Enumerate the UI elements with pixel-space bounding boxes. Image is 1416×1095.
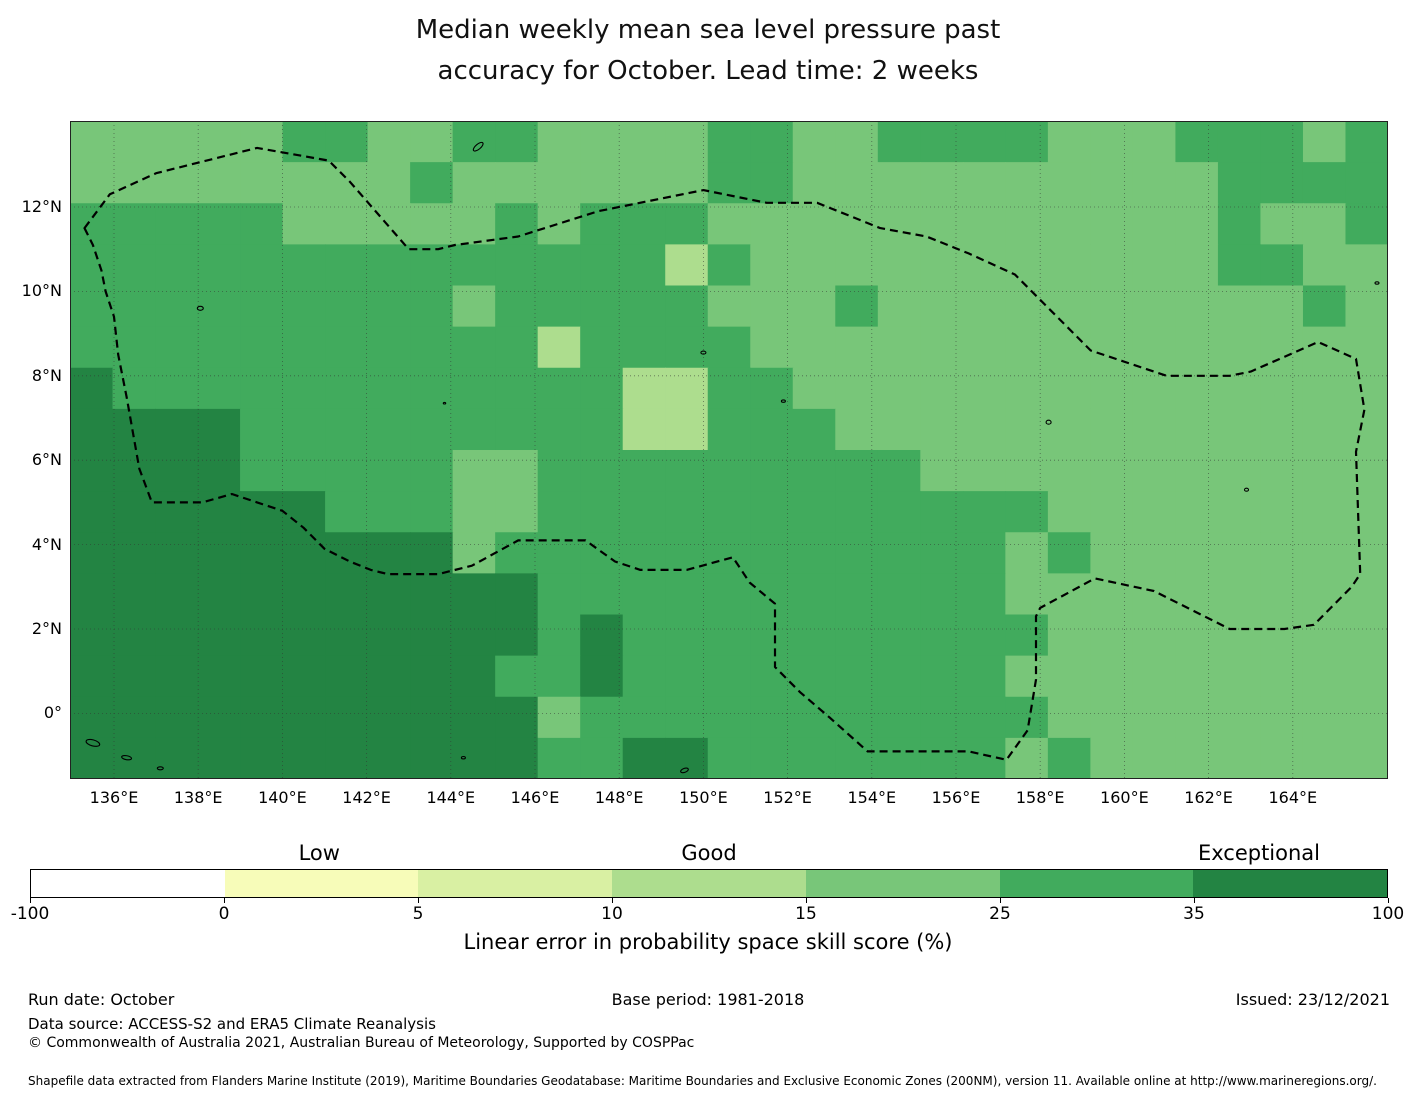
colorbar-tick — [418, 898, 419, 903]
x-tick-label: 150°E — [679, 788, 728, 807]
colorbar-axis-label: Linear error in probability space skill … — [463, 930, 953, 954]
map-grid-cells — [70, 121, 1389, 780]
y-tick-label: 4°N — [31, 534, 62, 554]
colorbar-tick — [806, 898, 807, 903]
y-tick-label: 0° — [43, 703, 62, 723]
island-outlines — [85, 141, 1380, 774]
colorbar-tick — [30, 898, 31, 903]
plot-frame — [70, 121, 1388, 779]
x-tick-label: 156°E — [931, 788, 981, 807]
x-tick-label: 136°E — [89, 788, 139, 807]
colorbar-tick — [1388, 898, 1389, 903]
y-tick-label: 12°N — [21, 197, 62, 216]
x-tick-label: 160°E — [1100, 788, 1149, 807]
y-tick-label: 6°N — [31, 450, 62, 470]
colorbar-tick-label: 100 — [1371, 904, 1405, 924]
colorbar-segment — [31, 870, 225, 897]
y-tick-label: 8°N — [31, 365, 62, 385]
copyright-text: © Commonwealth of Australia 2021, Austra… — [28, 1035, 695, 1051]
x-tick-label: 162°E — [1184, 788, 1233, 807]
colorbar-class-label: Exceptional — [1197, 841, 1321, 865]
colorbar-tick-label: 35 — [1183, 904, 1205, 924]
colorbar-tick-label: 10 — [601, 904, 623, 924]
base-period-text: Base period: 1981-2018 — [611, 990, 805, 1009]
x-tick-label: 154°E — [847, 788, 897, 807]
y-tick-label: 2°N — [31, 619, 62, 638]
colorbar-tick-label: 0 — [218, 904, 230, 924]
colorbar-segment — [418, 870, 613, 897]
x-tick-label: 140°E — [258, 788, 307, 807]
colorbar-tick — [1000, 898, 1001, 903]
chart-title-line2: accuracy for October. Lead time: 2 weeks — [437, 56, 979, 86]
colorbar-tick — [224, 898, 225, 903]
x-tick-label: 144°E — [426, 788, 476, 807]
colorbar-segment — [999, 870, 1194, 897]
x-tick-label: 138°E — [173, 788, 223, 807]
run-date-text: Run date: October — [28, 990, 175, 1009]
colorbar-segment — [805, 870, 1000, 897]
eez-boundary-line — [83, 146, 1366, 761]
x-tick-label: 148°E — [594, 788, 644, 807]
issued-date-text: Issued: 23/12/2021 — [1235, 990, 1390, 1009]
x-tick-label: 142°E — [342, 788, 391, 807]
colorbar-tick-label: 5 — [412, 904, 424, 924]
y-tick-label: 10°N — [21, 281, 62, 301]
shapefile-note-text: Shapefile data extracted from Flanders M… — [28, 1074, 1377, 1088]
chart-title-line1: Median weekly mean sea level pressure pa… — [415, 15, 1001, 45]
x-tick-label: 146°E — [510, 788, 560, 807]
colorbar-tick-label: 25 — [989, 904, 1011, 924]
colorbar-segment — [612, 870, 806, 897]
colorbar-class-label: Low — [298, 841, 340, 865]
colorbar-tick — [1194, 898, 1195, 903]
x-tick-label: 152°E — [763, 788, 812, 807]
map-svg — [70, 121, 1389, 780]
colorbar-tick-label: -100 — [10, 904, 50, 924]
x-tick-label: 164°E — [1268, 788, 1318, 807]
data-source-text: Data source: ACCESS-S2 and ERA5 Climate … — [28, 1015, 436, 1033]
chart-title: Median weekly mean sea level pressure pa… — [0, 10, 1416, 92]
colorbar-tick — [612, 898, 613, 903]
colorbar-class-label: Good — [681, 841, 737, 865]
map-plot — [70, 121, 1389, 780]
colorbar-tick-label: 15 — [795, 904, 817, 924]
graticule-lines — [70, 121, 1388, 779]
x-tick-label: 158°E — [1015, 788, 1065, 807]
colorbar-segment — [1193, 870, 1388, 897]
colorbar-segment — [224, 870, 419, 897]
colorbar — [30, 869, 1388, 898]
